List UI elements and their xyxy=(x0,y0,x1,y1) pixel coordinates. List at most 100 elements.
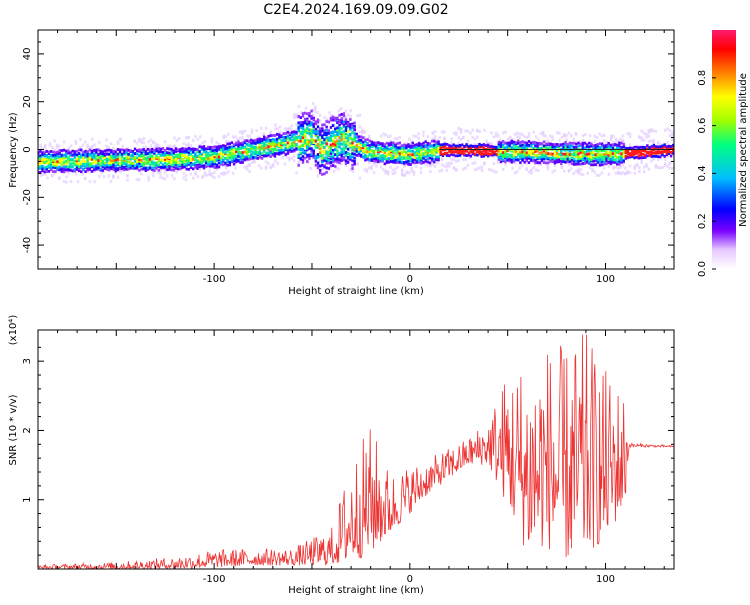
spectrogram-cell xyxy=(607,160,610,164)
spectrogram-cell xyxy=(187,151,191,154)
spectrogram-cell xyxy=(437,155,440,159)
spectrogram-cell xyxy=(331,140,335,143)
spectrogram-halo-cell xyxy=(384,170,388,174)
spectrogram-cell xyxy=(609,143,612,147)
spectrogram-cell xyxy=(409,149,412,153)
spectrogram-halo-cell xyxy=(86,145,89,149)
spectrogram-cell xyxy=(265,136,268,140)
spectrogram-cell xyxy=(400,156,404,160)
spectrogram-halo-cell xyxy=(253,160,256,164)
spectrogram-cell xyxy=(321,156,324,160)
spectrogram-cell xyxy=(396,158,399,162)
spectrogram-cell xyxy=(136,165,139,169)
spectrogram-cell xyxy=(596,149,600,153)
spectrogram-cell xyxy=(144,152,148,156)
spectrogram-halo-cell xyxy=(300,111,303,115)
spectrogram-halo-cell xyxy=(337,167,341,171)
spectrogram-halo-cell xyxy=(532,166,535,170)
spectrogram-cell xyxy=(626,156,630,159)
spectrogram-cell xyxy=(353,148,356,152)
spectrogram-cell xyxy=(538,151,541,155)
spectrogram-halo-cell xyxy=(170,145,174,149)
spectrogram-cell xyxy=(405,160,408,164)
spectrogram-cell xyxy=(95,150,98,154)
spectrogram-cell xyxy=(170,156,173,159)
spectrogram-halo-cell xyxy=(215,140,218,144)
spectrogram-cell xyxy=(585,145,589,149)
spectrogram-cell xyxy=(138,161,141,165)
spectrogram-cell xyxy=(99,158,102,162)
spectrogram-cell xyxy=(409,154,412,158)
spectrogram-cell xyxy=(392,159,395,163)
spectrogram-cell xyxy=(445,154,449,157)
spectrogram-cell xyxy=(323,172,326,176)
spectrogram-cell xyxy=(613,152,617,155)
spectrogram-cell xyxy=(659,150,662,154)
spectrogram-cell xyxy=(90,162,94,166)
spectrogram-cell xyxy=(144,149,148,153)
spectrogram-cell xyxy=(402,153,406,157)
spectrogram-halo-cell xyxy=(572,172,575,176)
spectrogram-cell xyxy=(95,166,98,170)
spectrogram-halo-cell xyxy=(372,170,376,174)
spectrogram-cell xyxy=(230,157,234,161)
spectrogram-cell xyxy=(622,151,625,155)
spectrogram-cell xyxy=(282,150,285,154)
spectrogram-cell xyxy=(179,152,182,156)
spectrogram-halo-cell xyxy=(69,179,73,183)
spectrogram-halo-cell xyxy=(184,136,188,140)
spectrogram-cell xyxy=(478,142,481,146)
spectrogram-halo-cell xyxy=(93,180,96,184)
spectrogram-halo-cell xyxy=(607,164,611,168)
spectrogram-cell xyxy=(514,157,518,161)
spectrogram-halo-cell xyxy=(443,130,446,134)
spectrogram-cell xyxy=(512,153,516,157)
spectrogram-cell xyxy=(583,159,587,163)
spectrogram-halo-cell xyxy=(116,141,120,145)
spectrogram-cell xyxy=(301,143,305,147)
spectrogram-cell xyxy=(506,147,509,151)
spectrogram-cell xyxy=(596,152,600,156)
spectrogram-cell xyxy=(62,165,66,169)
spectrogram-halo-cell xyxy=(445,162,449,166)
spectrogram-cell xyxy=(84,149,87,153)
spectrogram-cell xyxy=(54,153,57,157)
spectrogram-cell xyxy=(661,144,664,148)
spectrogram-cell xyxy=(310,135,313,138)
spectrogram-cell xyxy=(532,156,535,159)
spectrogram-cell xyxy=(151,168,154,171)
spectrogram-cell xyxy=(138,164,141,168)
spectrogram-cell xyxy=(600,163,604,167)
spectrogram-halo-cell xyxy=(203,173,207,177)
spectrogram-cell xyxy=(56,160,59,164)
spectrogram-cell xyxy=(49,161,53,165)
spectrogram-cell xyxy=(211,154,214,158)
spectrogram-cell xyxy=(368,158,371,162)
spectrogram-halo-cell xyxy=(666,164,669,168)
spectrogram-cell xyxy=(609,154,612,158)
figure-title: C2E4.2024.169.09.09.G02 xyxy=(263,2,448,18)
spectrogram-cell xyxy=(624,146,628,150)
spectrogram-cell xyxy=(426,157,430,161)
spectrogram-halo-cell xyxy=(210,137,214,141)
spectrogram-cell xyxy=(179,167,182,171)
spectrogram-cell xyxy=(394,160,397,164)
spectrogram-cell xyxy=(250,141,253,145)
spectrogram-cell xyxy=(155,147,158,151)
spectrogram-cell xyxy=(275,139,279,143)
spectrogram-cell xyxy=(219,162,223,166)
spectrogram-cell xyxy=(493,150,496,154)
spectrogram-cell xyxy=(301,127,305,130)
spectrogram-cell xyxy=(529,158,533,162)
spectrogram-cell xyxy=(372,149,376,153)
spectrogram-cell xyxy=(286,130,290,134)
spectrogram-cell xyxy=(211,145,214,149)
spectrogram-cell xyxy=(95,163,98,167)
spectrogram-cell xyxy=(103,149,107,153)
spectrogram-cell xyxy=(390,147,393,150)
spectrogram-cell xyxy=(594,155,597,158)
spectrogram-halo-cell xyxy=(297,152,301,156)
spectrogram-halo-cell xyxy=(278,125,282,129)
spectrogram-halo-cell xyxy=(640,129,644,133)
spectrogram-halo-cell xyxy=(642,170,646,174)
